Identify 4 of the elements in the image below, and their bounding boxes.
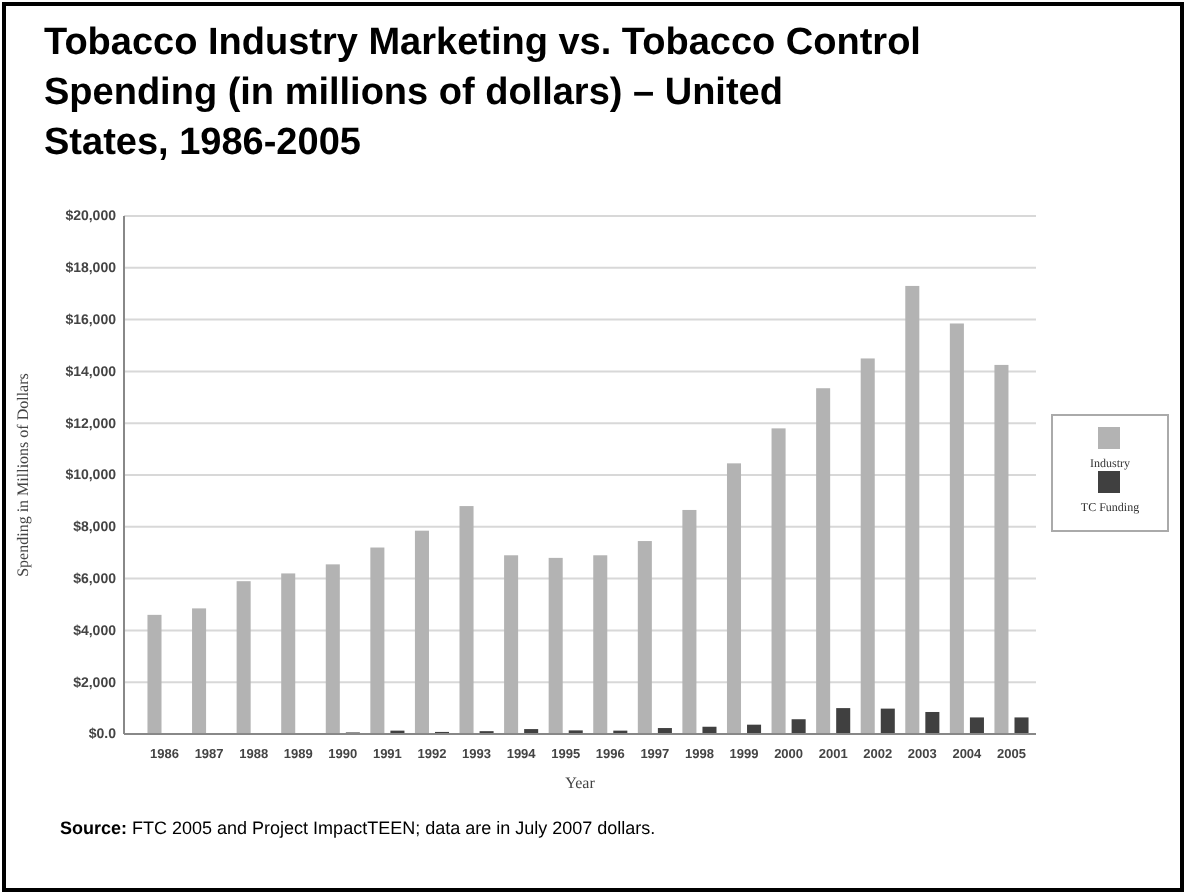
chart-title: Tobacco Industry Marketing vs. Tobacco Control Spending (in millions of dollars) – United States, 1986-2005 (44, 22, 921, 164)
x-axis-title: Year (565, 774, 596, 792)
y-axis-title: Spending in Millions of Dollars (14, 373, 32, 577)
source-note: Source: FTC 2005 and Project ImpactTEEN; data are in July 2007 dollars. (60, 818, 656, 838)
